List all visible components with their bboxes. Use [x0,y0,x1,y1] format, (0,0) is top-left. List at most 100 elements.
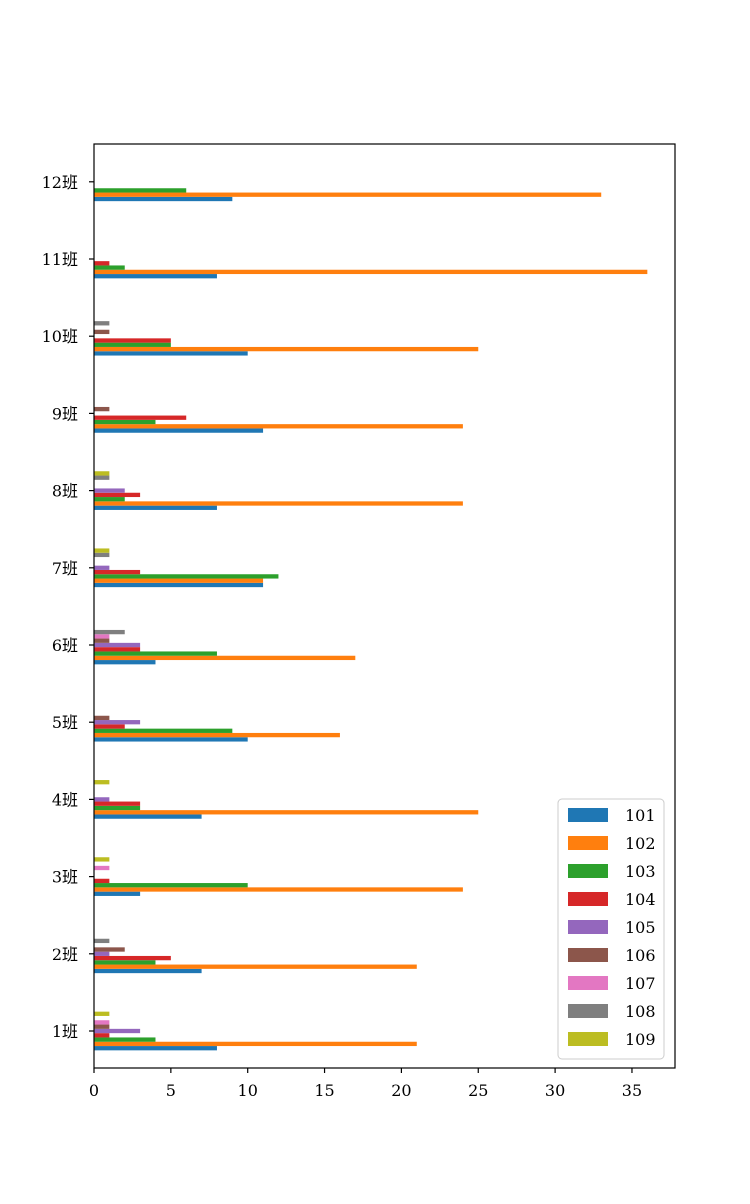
bar-108-8班 [94,475,110,480]
bar-106-6班 [94,638,110,643]
bar-101-11班 [94,274,217,279]
legend-label-102: 102 [625,834,656,853]
x-tick-label: 35 [622,1081,642,1100]
legend-label-105: 105 [625,918,656,937]
legend-label-101: 101 [625,806,656,825]
bar-109-1班 [94,1011,110,1016]
bar-102-10班 [94,346,479,352]
bar-101-10班 [94,351,248,356]
bar-107-3班 [94,865,110,871]
y-tick-label: 4班 [52,790,78,809]
bar-105-7班 [94,565,110,570]
bar-101-3班 [94,891,141,896]
bar-103-9班 [94,419,156,425]
legend-swatch-103 [568,864,608,878]
bar-101-12班 [94,196,233,202]
bar-108-7班 [94,552,110,558]
bar-109-7班 [94,548,110,553]
bar-109-3班 [94,857,110,862]
bar-104-1班 [94,1033,110,1038]
bar-109-8班 [94,471,110,476]
bars-layer [94,188,648,1051]
y-tick-label: 8班 [52,482,78,501]
x-tick-label: 0 [89,1081,99,1100]
bar-102-12班 [94,192,602,197]
bar-101-6班 [94,660,156,665]
legend-label-103: 103 [625,862,656,881]
bar-103-5班 [94,728,233,733]
bar-101-1班 [94,1046,217,1051]
bar-103-7班 [94,574,279,579]
y-tick-label: 12班 [42,173,78,192]
bar-104-2班 [94,955,171,961]
bar-103-10班 [94,342,171,347]
bar-107-6班 [94,634,110,639]
bar-103-4班 [94,805,141,811]
bar-102-9班 [94,424,463,429]
bar-102-6班 [94,655,356,661]
legend-swatch-109 [568,1032,608,1046]
bar-102-5班 [94,732,340,738]
bar-106-1班 [94,1024,110,1029]
bar-101-8班 [94,505,217,510]
bar-104-8班 [94,492,141,498]
bar-106-10班 [94,329,110,335]
legend-swatch-102 [568,836,608,850]
bar-103-12班 [94,188,187,193]
bar-106-2班 [94,947,125,952]
legend-label-109: 109 [625,1030,656,1049]
bar-102-2班 [94,964,417,969]
x-tick-label: 5 [166,1081,176,1100]
bar-102-4班 [94,810,479,815]
bar-106-5班 [94,715,110,721]
y-axis: 1班 2班 3班 4班 5班 6班 7班 8班 9班 10班 11班 12班 [42,173,94,1041]
legend-swatch-105 [568,920,608,934]
bar-104-4班 [94,801,141,806]
y-tick-label: 3班 [52,868,78,887]
y-tick-label: 7班 [52,559,78,578]
bar-108-10班 [94,321,110,326]
legend-swatch-101 [568,808,608,822]
bar-105-1班 [94,1028,141,1034]
bar-104-10班 [94,338,171,343]
bar-107-1班 [94,1020,110,1025]
bar-108-2班 [94,938,110,944]
bar-105-8班 [94,488,125,493]
legend-swatch-108 [568,1004,608,1018]
bar-102-3班 [94,887,463,892]
x-tick-label: 10 [238,1081,258,1100]
bar-103-8班 [94,497,125,502]
legend: 101 102 103 104 105 106 107 108 109 [557,798,665,1060]
legend-swatch-106 [568,948,608,962]
bar-104-3班 [94,878,110,884]
bar-105-2班 [94,951,110,956]
y-tick-label: 9班 [52,404,78,423]
bar-103-6班 [94,651,217,656]
bar-102-11班 [94,269,648,275]
bar-104-6班 [94,647,141,652]
bar-104-7班 [94,569,141,575]
legend-swatch-104 [568,892,608,906]
x-tick-label: 30 [545,1081,565,1100]
bar-104-11班 [94,261,110,266]
bar-102-8班 [94,501,463,506]
legend-label-107: 107 [625,974,656,993]
plot-frame [93,143,676,1069]
legend-label-104: 104 [625,890,656,909]
legend-label-108: 108 [625,1002,656,1021]
bar-101-9班 [94,428,264,433]
legend-swatch-107 [568,976,608,990]
bar-104-9班 [94,415,187,420]
y-tick-label: 2班 [52,945,78,964]
bar-104-5班 [94,724,125,729]
bar-103-1班 [94,1037,156,1042]
x-tick-label: 15 [314,1081,334,1100]
bar-102-7班 [94,578,264,583]
bar-106-9班 [94,406,110,412]
bar-108-6班 [94,629,125,635]
y-tick-label: 5班 [52,713,78,732]
y-tick-label: 1班 [52,1022,78,1041]
bar-105-5班 [94,720,141,725]
